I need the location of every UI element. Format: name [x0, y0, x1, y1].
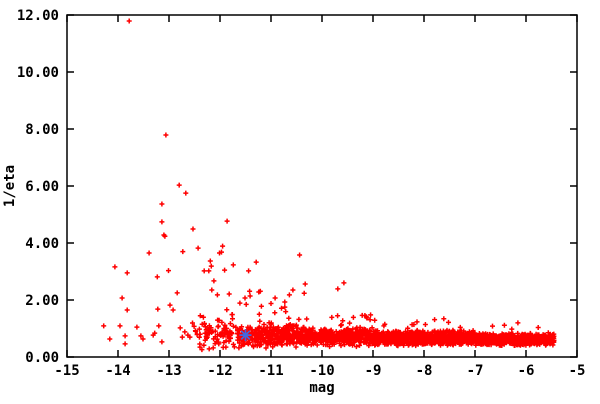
tick-labels: -15 -14 -13 -12 -11 -10 -9 -8 -7 -6 -5 0.00 2.00 4.00… [17, 8, 586, 379]
x-tick-label: -11 [258, 363, 283, 379]
plot-border [66, 14, 578, 358]
y-tick-label: 8.00 [25, 122, 59, 138]
x-tick-label: -8 [416, 363, 433, 379]
y-tick-label: 4.00 [25, 236, 59, 252]
data-points-red [101, 18, 557, 353]
highlight-star-marker [239, 329, 252, 342]
x-tick-label: -15 [54, 363, 79, 379]
x-tick-label: -13 [156, 363, 181, 379]
y-tick-label: 12.00 [17, 8, 59, 24]
x-tick-label: -9 [365, 363, 382, 379]
y-tick-label: 0.00 [25, 350, 59, 366]
x-axis-title: mag [309, 380, 335, 396]
x-tick-label: -6 [518, 363, 535, 379]
y-axis-title: 1/eta [2, 164, 18, 208]
x-tick-label: -12 [207, 363, 232, 379]
x-tick-label: -10 [309, 363, 334, 379]
y-tick-label: 2.00 [25, 293, 59, 309]
axis-ticks [66, 14, 578, 358]
y-tick-label: 6.00 [25, 179, 59, 195]
x-tick-label: -5 [569, 363, 586, 379]
x-tick-label: -14 [105, 363, 130, 379]
x-tick-label: -7 [467, 363, 484, 379]
y-tick-label: 10.00 [17, 65, 59, 81]
